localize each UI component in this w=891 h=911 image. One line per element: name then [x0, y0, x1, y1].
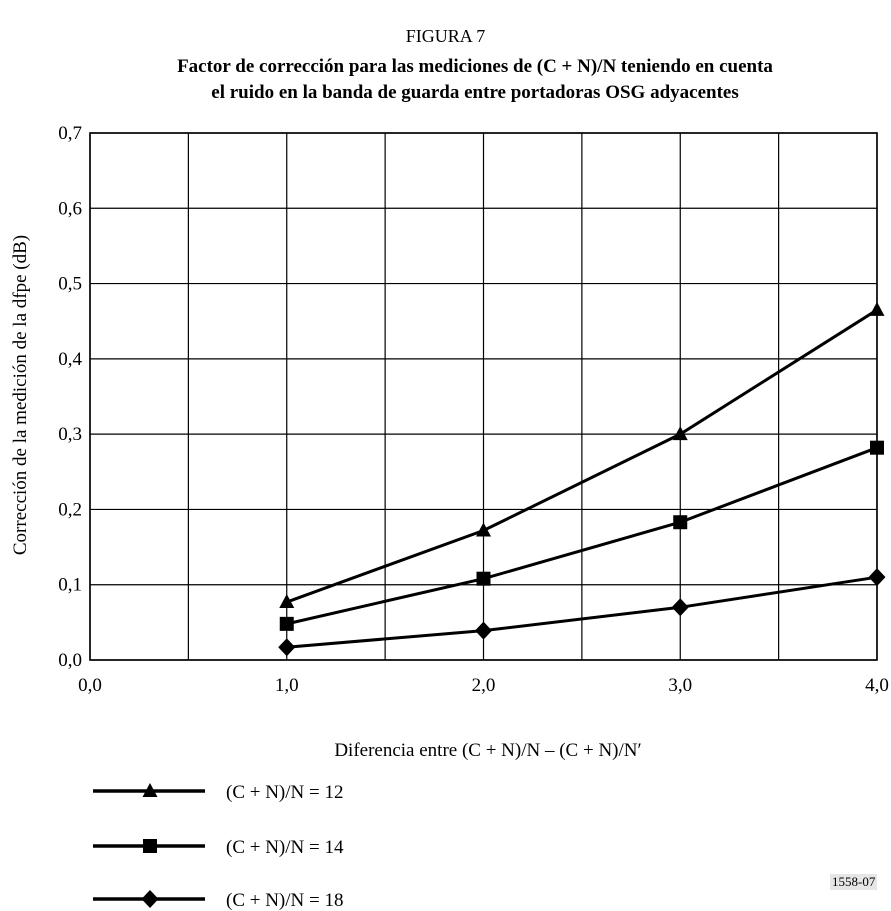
series-lines: [278, 301, 886, 657]
x-tick-label: 1,0: [275, 675, 299, 696]
data-point-triangle: [672, 426, 688, 441]
data-point-square: [476, 571, 491, 586]
series-line-2: [286, 446, 878, 626]
y-tick-label: 0,7: [58, 123, 82, 144]
data-point-diamond: [278, 638, 296, 657]
data-point-diamond: [671, 598, 689, 617]
data-point-square: [673, 515, 688, 530]
plot-frame: [89, 132, 878, 661]
y-tick-label: 0,3: [58, 424, 82, 445]
series-line-1: [286, 308, 878, 604]
y-tick-label: 0,1: [58, 575, 82, 596]
y-tick-label: 0,4: [58, 349, 82, 370]
legend-marker-diamond: [141, 890, 159, 908]
x-axis-label: Diferencia entre (C + N)/N – (C + N)/N′: [334, 740, 641, 761]
legend-label: (C + N)/N = 18: [226, 890, 343, 911]
tick-labels: 0,0 1,0 2,0 3,0 4,0 0,0 0,1 0,2 0,3 0,4 0,5 0,6 0,7: [58, 123, 889, 696]
data-point-triangle: [279, 594, 295, 609]
legend-marker-square: [143, 839, 157, 853]
legend: (C + N)/N = 12 (C + N)/N = 14 (C + N)/N = …: [93, 782, 344, 911]
x-tick-label: 0,0: [78, 675, 102, 696]
legend-label: (C + N)/N = 14: [226, 837, 344, 858]
data-point-diamond: [868, 568, 886, 587]
data-point-square: [870, 440, 884, 455]
data-point-triangle: [869, 301, 885, 316]
x-tick-label: 3,0: [668, 675, 692, 696]
y-tick-label: 0,5: [58, 274, 82, 295]
chart-title-line-2: el ruido en la banda de guarda entre por…: [211, 82, 739, 103]
data-point-triangle: [476, 522, 491, 537]
x-tick-label: 4,0: [865, 675, 889, 696]
series-line-3: [286, 575, 878, 649]
legend-label: (C + N)/N = 12: [226, 782, 343, 803]
legend-marker-triangle: [142, 783, 158, 797]
chart-title-line-1: Factor de corrección para las mediciones…: [177, 56, 773, 77]
figure-label: FIGURA 7: [405, 26, 486, 46]
data-point-square: [279, 616, 294, 631]
chart-title: Factor de corrección para las mediciones…: [60, 54, 890, 106]
y-tick-label: 0,6: [58, 198, 82, 219]
data-point-diamond: [475, 621, 492, 640]
figure-id: 1558-07: [830, 874, 878, 890]
y-axis-label: Corrección de la medición de la dfpe (dB…: [10, 235, 31, 555]
y-tick-label: 0,0: [58, 650, 82, 671]
x-tick-label: 2,0: [472, 675, 496, 696]
y-tick-label: 0,2: [58, 499, 82, 520]
